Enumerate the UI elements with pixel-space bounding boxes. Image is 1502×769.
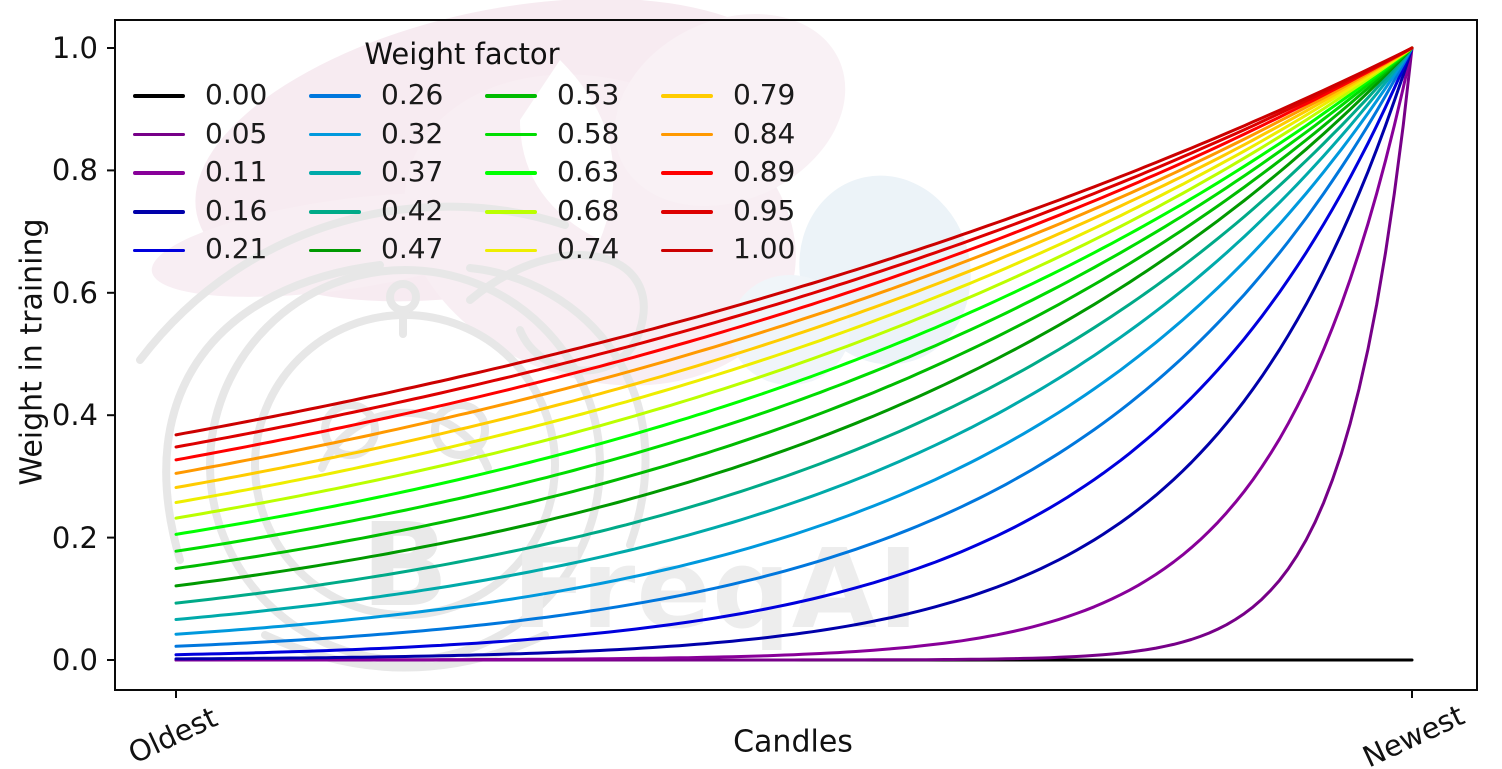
curve-wf-0.58 [174,46,1414,553]
curve-wf-0.74 [174,46,1414,504]
curve-wf-0.11 [174,46,1414,662]
curve-wf-1.00 [174,46,1414,437]
watermark-pink-blob-4 [614,13,846,207]
watermark-leaf-gap [520,60,614,240]
curve-wf-0.21 [174,46,1414,657]
watermark-logo-right-eye [431,401,489,459]
curve-wf-0.26 [174,46,1414,648]
curve-wf-0.68 [174,46,1414,520]
watermark-logo-left-wing [162,261,384,564]
curve-wf-0.84 [174,46,1414,475]
curve-wf-0.37 [174,46,1414,621]
curve-wf-0.32 [174,46,1414,636]
curve-wf-0.53 [174,46,1414,570]
curve-wf-0.89 [174,46,1414,462]
watermark-logo-right-wing [466,264,650,549]
watermark-pastel-blobs [151,0,971,386]
watermark-logo-bottom-arc [261,631,549,672]
curve-wf-0.63 [174,46,1414,536]
curve-wf-0.47 [174,46,1414,588]
curve-wf-0.16 [174,46,1414,661]
curve-wf-0.42 [174,46,1414,605]
curve-wf-0.95 [174,46,1414,449]
axes-border [114,19,1478,691]
curve-wf-0.79 [174,46,1414,489]
